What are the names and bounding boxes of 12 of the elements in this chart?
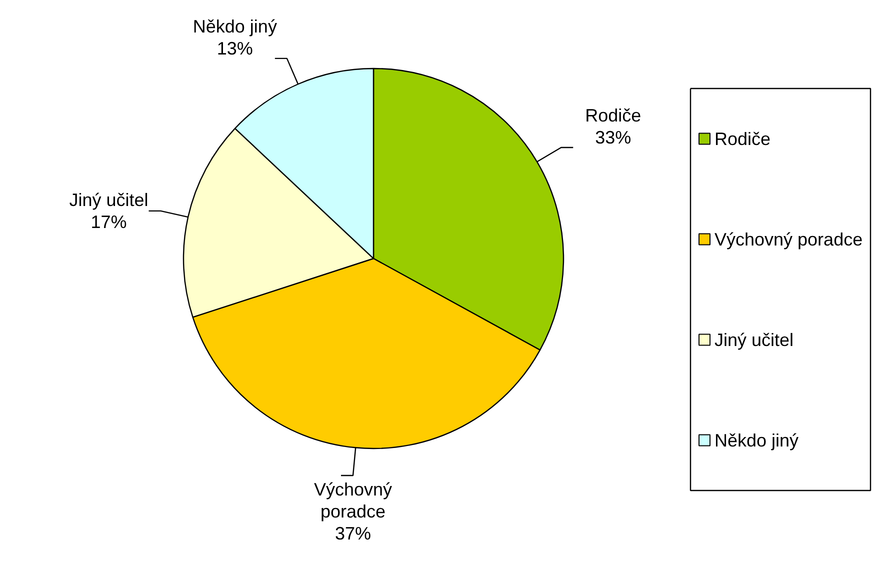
data-label: 33% <box>595 128 632 148</box>
slice-label: Rodiče <box>585 106 642 126</box>
legend-label: Výchovný poradce <box>714 229 863 250</box>
legend-label: Jiný učitel <box>714 330 794 350</box>
slice-label: Někdo jiný <box>192 16 277 36</box>
data-label: 37% <box>334 524 371 544</box>
slice-label: Jiný učitel <box>69 190 148 210</box>
legend-label: Někdo jiný <box>714 430 799 450</box>
data-label: 17% <box>90 212 127 232</box>
slice-label: Výchovný poradce <box>314 480 392 522</box>
legend-label: Rodiče <box>714 128 771 149</box>
data-label: 13% <box>216 38 253 58</box>
